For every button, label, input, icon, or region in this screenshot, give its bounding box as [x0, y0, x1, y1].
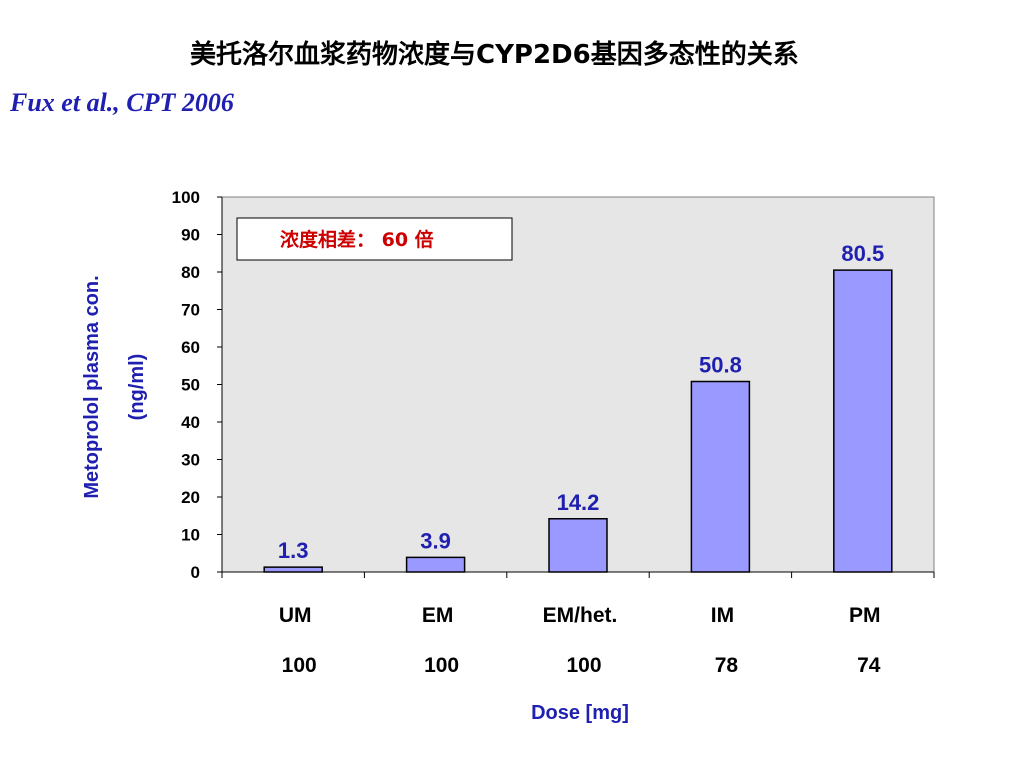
y-tick-label: 80: [181, 263, 200, 282]
bars: 1.3 3.9 14.2 50.8 80.5: [263, 241, 893, 573]
y-tick-label: 100: [172, 188, 200, 207]
y-tick-label: 70: [181, 301, 200, 320]
x-axis-title: Dose [mg]: [531, 702, 629, 724]
bar-um: [263, 566, 323, 573]
dose-label: 100: [424, 654, 459, 677]
category-label: EM: [422, 604, 454, 627]
y-tick-label: 40: [181, 413, 200, 432]
dose-label: 78: [715, 654, 739, 677]
citation: Fux et al., CPT 2006: [10, 88, 234, 117]
category-label: IM: [711, 604, 734, 627]
y-tick-label: 0: [191, 563, 200, 582]
category-label: UM: [279, 604, 312, 627]
annotation-text: 浓度相差： 60 倍: [280, 228, 434, 251]
x-axis: UM 100 EM 100 EM/het. 100 IM 78 PM 74: [221, 571, 935, 677]
y-axis-unit: (ng/ml): [126, 354, 148, 421]
dose-label: 74: [857, 654, 881, 677]
data-label: 1.3: [278, 538, 309, 563]
annotation-frame: [236, 217, 513, 261]
category-label: EM/het.: [543, 604, 618, 627]
dose-label: 100: [282, 654, 317, 677]
y-axis: 0 10 20 30 40 50 60 70 80 90 100: [172, 188, 223, 582]
dose-label: 100: [566, 654, 601, 677]
y-tick-label: 20: [181, 488, 200, 507]
data-label: 50.8: [699, 353, 742, 378]
bar-pm: [833, 269, 893, 573]
y-tick-label: 90: [181, 226, 200, 245]
y-tick-label: 30: [181, 451, 200, 470]
page-title: 美托洛尔血浆药物浓度与CYP2D6基因多态性的关系: [190, 40, 799, 70]
y-axis-title: Metoprolol plasma con.: [81, 275, 103, 498]
annotation-box: 浓度相差： 60 倍: [236, 217, 513, 261]
category-label: PM: [849, 604, 881, 627]
bar-emhet: [548, 518, 608, 573]
y-tick-label: 50: [181, 376, 200, 395]
bar-em: [405, 556, 466, 573]
y-tick-label: 60: [181, 338, 200, 357]
data-label: 3.9: [420, 528, 451, 553]
bar-im: [690, 380, 751, 573]
y-tick-label: 10: [181, 526, 200, 545]
data-label: 14.2: [557, 490, 600, 515]
data-label: 80.5: [841, 241, 884, 266]
